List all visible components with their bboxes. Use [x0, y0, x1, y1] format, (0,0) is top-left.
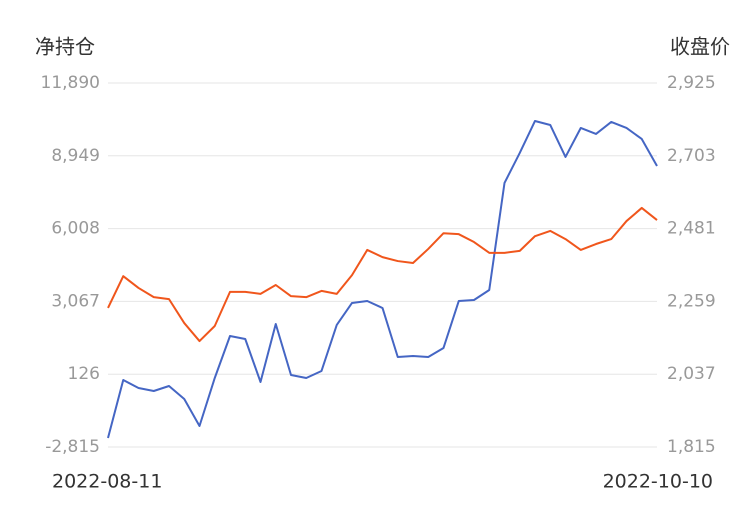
y-tick-label: 3,067 — [51, 291, 100, 311]
y-tick-label: 126 — [68, 364, 100, 384]
y2-tick-label: 2,925 — [667, 73, 716, 93]
y2-tick-label: 2,037 — [667, 364, 716, 384]
x-tick-label: 2022-10-10 — [603, 471, 713, 493]
y2-tick-label: 2,259 — [667, 291, 716, 311]
y-tick-label: 6,008 — [51, 219, 100, 239]
y-tick-label: -2,815 — [45, 437, 100, 457]
series-line — [107, 119, 658, 439]
y2-tick-label: 2,703 — [667, 146, 716, 166]
x-tick-label: 2022-08-11 — [52, 471, 162, 493]
y-tick-label: 8,949 — [51, 146, 100, 166]
y2-tick-label: 1,815 — [667, 437, 716, 457]
y-tick-label: 11,890 — [41, 73, 100, 93]
series-line — [107, 206, 658, 343]
y2-axis-title: 收盘价 — [670, 35, 730, 59]
y-axis-title: 净持仓 — [35, 35, 95, 59]
y2-tick-label: 2,481 — [667, 219, 716, 239]
